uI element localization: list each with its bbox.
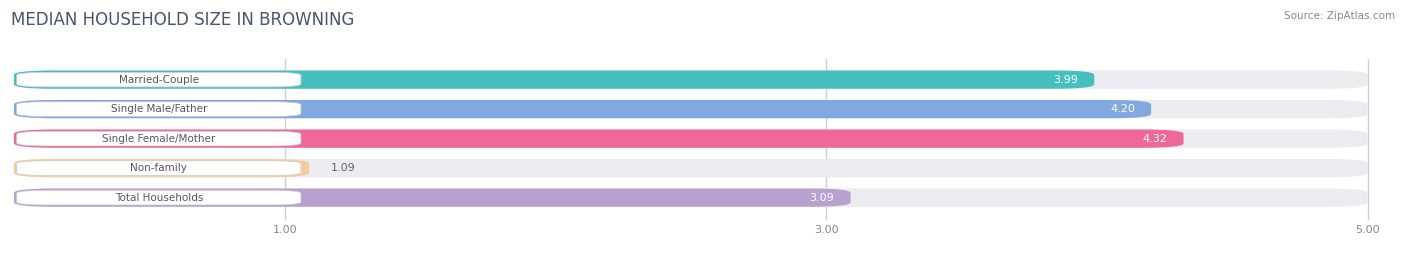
FancyBboxPatch shape [17, 190, 301, 205]
FancyBboxPatch shape [14, 188, 1368, 207]
Text: Non-family: Non-family [131, 163, 187, 173]
FancyBboxPatch shape [14, 188, 851, 207]
FancyBboxPatch shape [14, 129, 1184, 148]
FancyBboxPatch shape [14, 100, 1368, 118]
FancyBboxPatch shape [14, 129, 1368, 148]
FancyBboxPatch shape [17, 161, 301, 176]
Text: Total Households: Total Households [115, 193, 202, 203]
FancyBboxPatch shape [14, 100, 1152, 118]
FancyBboxPatch shape [14, 159, 309, 177]
Text: MEDIAN HOUSEHOLD SIZE IN BROWNING: MEDIAN HOUSEHOLD SIZE IN BROWNING [11, 11, 354, 29]
Text: 4.32: 4.32 [1143, 134, 1167, 144]
FancyBboxPatch shape [17, 72, 301, 87]
FancyBboxPatch shape [14, 159, 1368, 177]
FancyBboxPatch shape [14, 70, 1094, 89]
Text: Married-Couple: Married-Couple [118, 75, 198, 85]
Text: 4.20: 4.20 [1109, 104, 1135, 114]
FancyBboxPatch shape [17, 131, 301, 146]
Text: Source: ZipAtlas.com: Source: ZipAtlas.com [1284, 11, 1395, 21]
Text: 1.09: 1.09 [330, 163, 356, 173]
Text: 3.09: 3.09 [810, 193, 834, 203]
Text: Single Female/Mother: Single Female/Mother [103, 134, 215, 144]
FancyBboxPatch shape [14, 70, 1368, 89]
Text: Single Male/Father: Single Male/Father [111, 104, 207, 114]
FancyBboxPatch shape [17, 102, 301, 116]
Text: 3.99: 3.99 [1053, 75, 1078, 85]
